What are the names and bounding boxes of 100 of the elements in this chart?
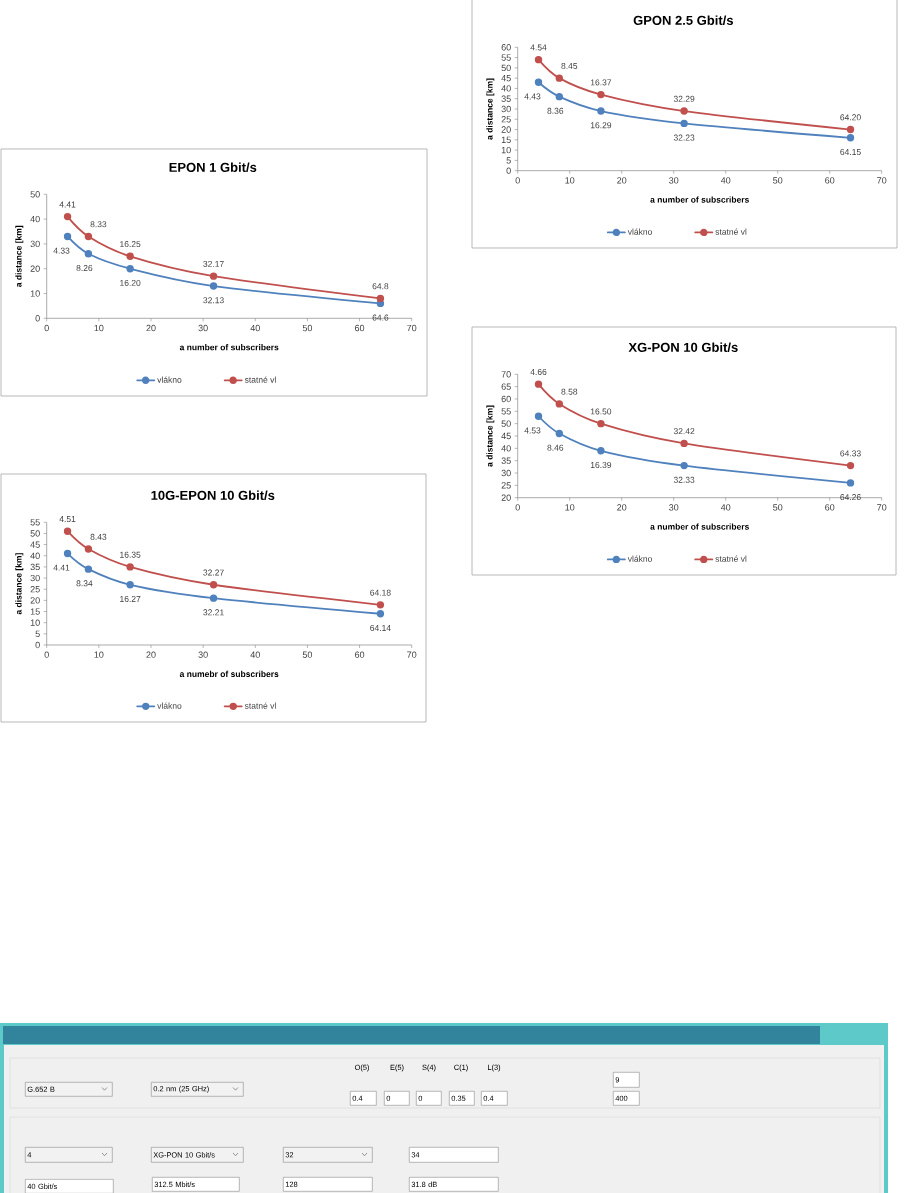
x-tick-label: 60 <box>355 651 365 658</box>
annotation: 8.36 <box>547 107 564 114</box>
point <box>680 461 688 470</box>
y-tick-label: 65 <box>501 383 511 390</box>
y-tick-label: 50 <box>501 420 511 427</box>
y-tick-label: 70 <box>501 371 511 378</box>
x-axis-title: a numebr of subscribers <box>179 670 279 677</box>
x-axis-title: a number of subscribers <box>650 523 749 530</box>
annotation: 32.13 <box>203 297 224 304</box>
annotation: 32.42 <box>673 428 695 435</box>
point <box>534 380 543 388</box>
annotation: 4.41 <box>59 201 76 208</box>
y-tick-label: 25 <box>501 482 511 489</box>
x-tick-label: 0 <box>44 324 49 332</box>
point <box>126 563 134 571</box>
point <box>555 74 563 82</box>
annotation: 8.46 <box>547 444 564 451</box>
annotation: 32.29 <box>673 95 695 102</box>
x-tick-label: 70 <box>877 504 887 511</box>
y-tick-label: 55 <box>30 519 40 526</box>
annotation: 64.8 <box>372 283 389 290</box>
y-tick-label: 45 <box>30 541 40 548</box>
annotation: 64.33 <box>840 450 861 457</box>
y-axis-title: a distance [km] <box>15 553 24 615</box>
y-tick-label: 30 <box>501 469 511 477</box>
point <box>376 294 385 303</box>
y-tick-label: 5 <box>506 157 511 164</box>
y-tick-label: 35 <box>501 95 511 102</box>
y-tick-label: 60 <box>501 44 511 51</box>
y-tick-label: 45 <box>501 74 511 82</box>
point <box>846 125 855 134</box>
point <box>534 55 543 64</box>
y-tick-label: 10 <box>30 290 40 297</box>
x-tick-label: 60 <box>825 504 835 511</box>
x-tick-label: 40 <box>720 177 731 184</box>
point <box>209 581 218 589</box>
x-tick-label: 60 <box>825 177 835 184</box>
annotation: 32.33 <box>673 476 695 483</box>
y-tick-label: 40 <box>30 215 40 223</box>
legend-label: statné vl <box>715 228 747 235</box>
x-tick-label: 30 <box>198 651 208 658</box>
chart-title: GPON 2.5 Gbit/s <box>633 15 733 26</box>
point <box>209 594 218 602</box>
legend-label: statné vl <box>244 702 276 709</box>
annotation: 16.20 <box>120 279 141 286</box>
y-tick-label: 15 <box>30 608 40 615</box>
x-tick-label: 50 <box>773 177 783 184</box>
chart-title: XG-PON 10 Gbit/s <box>628 342 738 353</box>
annotation: 64.15 <box>840 148 861 155</box>
annotation: 64.20 <box>840 114 861 121</box>
point <box>680 119 688 128</box>
x-tick-label: 50 <box>773 504 783 511</box>
y-axis-title: a distance [km] <box>15 225 24 287</box>
annotation: 8.33 <box>90 221 107 228</box>
x-tick-label: 20 <box>146 651 156 658</box>
y-tick-label: 45 <box>501 432 511 440</box>
x-tick-label: 10 <box>94 324 104 332</box>
y-tick-label: 50 <box>30 530 40 537</box>
point <box>846 479 855 487</box>
point <box>680 439 688 448</box>
x-tick-label: 0 <box>515 504 520 511</box>
point <box>597 90 605 99</box>
point <box>84 250 93 258</box>
y-tick-label: 35 <box>501 457 511 464</box>
annotation: 32.21 <box>203 609 224 616</box>
y-tick-label: 20 <box>501 494 511 501</box>
point <box>846 461 855 470</box>
x-tick-label: 70 <box>877 177 887 184</box>
y-tick-label: 40 <box>501 445 511 452</box>
annotation: 16.39 <box>590 462 612 469</box>
annotation: 8.34 <box>76 580 93 587</box>
x-tick-label: 40 <box>720 504 731 511</box>
legend-label: vlákno <box>157 702 182 709</box>
annotation: 16.27 <box>120 595 141 602</box>
point <box>126 252 134 260</box>
y-axis-title: a distance [km] <box>486 78 495 140</box>
x-tick-label: 40 <box>250 651 260 658</box>
x-axis-title: a number of subscribers <box>650 196 749 203</box>
y-tick-label: 40 <box>501 85 511 92</box>
y-axis-title: a distance [km] <box>486 405 495 467</box>
y-tick-label: 55 <box>501 408 511 415</box>
annotation: 16.50 <box>590 408 612 415</box>
annotation: 32.27 <box>203 569 224 576</box>
y-tick-label: 30 <box>30 240 40 248</box>
annotation: 16.35 <box>120 551 141 558</box>
point <box>63 212 72 221</box>
point <box>126 264 134 273</box>
annotation: 4.51 <box>59 516 76 523</box>
annotation: 4.66 <box>530 368 547 375</box>
x-tick-label: 0 <box>44 651 49 658</box>
y-tick-label: 55 <box>501 54 511 61</box>
annotation: 64.6 <box>372 314 389 321</box>
x-tick-label: 20 <box>146 324 156 332</box>
x-tick-label: 10 <box>94 651 104 658</box>
point <box>555 429 563 438</box>
y-tick-label: 25 <box>501 116 511 123</box>
point <box>597 419 605 428</box>
annotation: 4.41 <box>53 564 70 571</box>
annotation: 8.58 <box>561 388 578 395</box>
x-tick-label: 30 <box>669 504 679 511</box>
